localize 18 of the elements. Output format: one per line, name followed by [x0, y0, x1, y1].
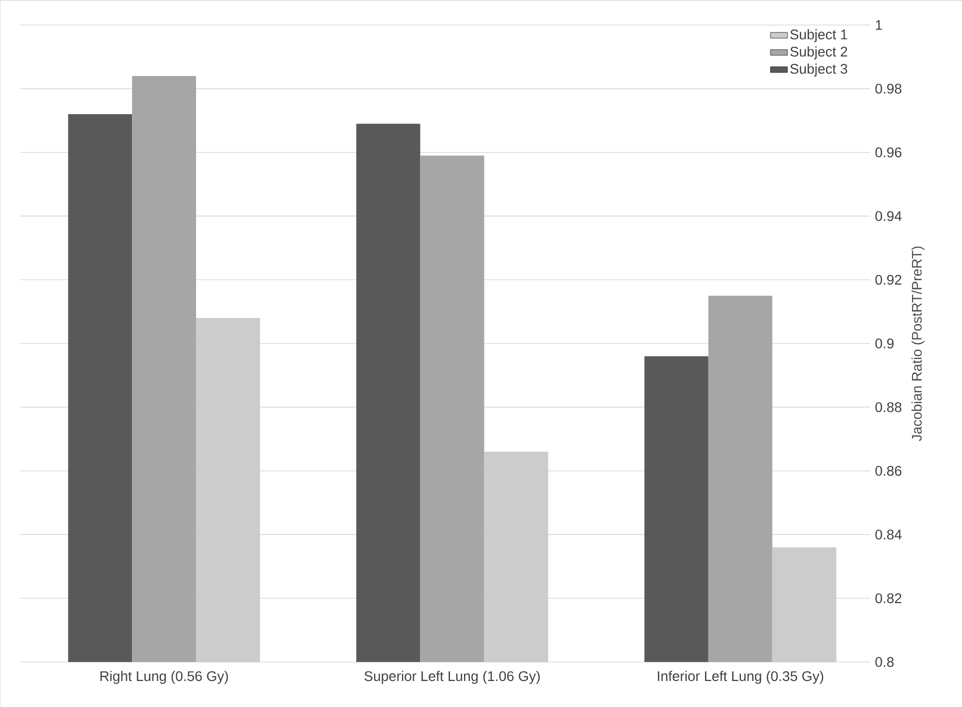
- y-tick-label: 0.86: [875, 466, 902, 476]
- y-tick-label: 0.92: [875, 274, 902, 285]
- legend-label: Subject 2: [790, 46, 848, 60]
- y-axis-title: Jacobian Ratio (PostRT/PreRT): [912, 246, 925, 442]
- legend-label: Subject 3: [790, 64, 848, 77]
- y-tick-label: 0.94: [875, 211, 902, 222]
- x-tick-label: Inferior Left Lung (0.35 Gy): [658, 670, 824, 684]
- x-tick-label: Right Lung (0.56 Gy): [100, 670, 228, 684]
- y-tick-label: 0.96: [875, 147, 902, 158]
- y-tick-label: 0.9: [875, 338, 894, 348]
- y-tick-label: 1: [876, 20, 882, 30]
- x-tick-label: Superior Left Lung (1.06 Gy): [364, 670, 540, 684]
- y-tick-label: 0.8: [875, 657, 894, 667]
- y-tick-label: 0.88: [875, 402, 902, 412]
- y-tick-label: 0.84: [875, 530, 902, 540]
- y-tick-label: 0.98: [875, 84, 902, 94]
- legend-label: Subject 1: [790, 29, 848, 42]
- y-tick-label: 0.82: [875, 593, 902, 604]
